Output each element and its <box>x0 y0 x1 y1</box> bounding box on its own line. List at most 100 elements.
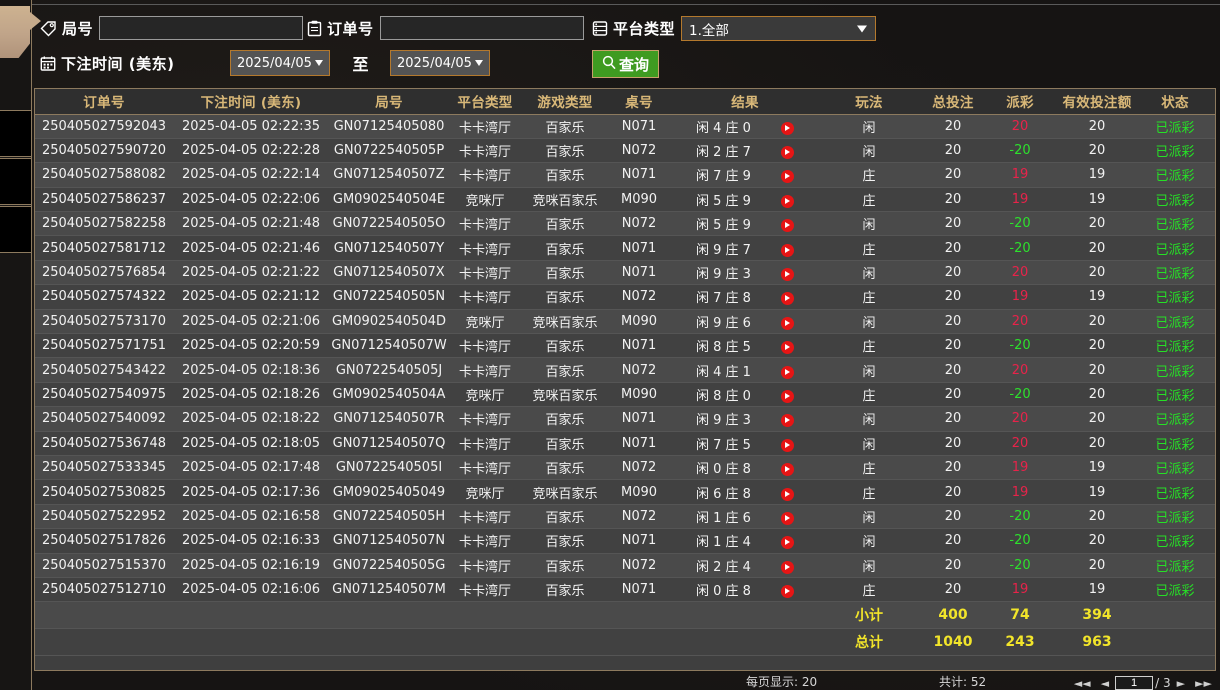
play-video-icon[interactable] <box>780 560 794 574</box>
table-row[interactable]: 250405027522952 2025-04-05 02:16:58 GN0722… <box>35 504 1215 530</box>
cell-mode: 多台 <box>1207 284 1215 310</box>
col-table-no[interactable]: 桌号 <box>609 89 669 115</box>
cell-valid-bet: 20 <box>1051 138 1143 164</box>
table-row[interactable]: 250405027540975 2025-04-05 02:18:26 GM0902… <box>35 382 1215 408</box>
table-row[interactable]: 250405027512710 2025-04-05 02:16:06 GN0712… <box>35 577 1215 603</box>
play-video-icon[interactable] <box>780 463 794 477</box>
play-video-icon[interactable] <box>780 585 794 599</box>
col-platform[interactable]: 平台类型 <box>449 89 521 115</box>
game-no-input[interactable] <box>99 16 304 40</box>
bet-time-to-picker[interactable]: 2025/04/05 <box>390 50 491 76</box>
table-row[interactable]: 250405027588082 2025-04-05 02:22:14 GN0712… <box>35 162 1215 188</box>
rail-tab-marker[interactable] <box>0 6 30 58</box>
col-game-type[interactable]: 游戏类型 <box>521 89 609 115</box>
platform-type-select[interactable]: 1.全部 <box>681 16 877 41</box>
cell-platform: 卡卡湾厅 <box>449 406 521 432</box>
rail-expand-arrow-icon[interactable] <box>30 12 41 30</box>
col-order-no[interactable]: 订单号 <box>35 89 173 115</box>
play-video-icon[interactable] <box>780 365 794 379</box>
table-row[interactable]: 250405027573170 2025-04-05 02:21:06 GM0902… <box>35 309 1215 335</box>
summary-payout: 243 <box>989 628 1051 657</box>
prev-page-button[interactable]: ◄ <box>1100 676 1110 690</box>
table-row[interactable]: 250405027530825 2025-04-05 02:17:36 GM0902… <box>35 479 1215 505</box>
col-total-bet[interactable]: 总投注 <box>917 89 989 115</box>
play-video-icon[interactable] <box>780 341 794 355</box>
col-result[interactable]: 结果 <box>669 89 821 115</box>
cell-bet-time: 2025-04-05 02:21:48 <box>173 211 329 237</box>
play-video-icon[interactable] <box>780 487 794 501</box>
play-video-icon[interactable] <box>780 268 794 282</box>
table-row[interactable]: 250405027592043 2025-04-05 02:22:35 GN0712… <box>35 114 1215 139</box>
table-row[interactable]: 250405027540092 2025-04-05 02:18:22 GN0712… <box>35 406 1215 432</box>
order-no-input[interactable] <box>379 16 584 40</box>
play-video-icon[interactable] <box>780 316 794 330</box>
cell-game-no: GM0902540504D <box>329 309 449 335</box>
table-row[interactable]: 250405027543422 2025-04-05 02:18:36 GN0722… <box>35 357 1215 383</box>
play-video-icon[interactable] <box>780 146 794 160</box>
bet-time-to-value: 2025/04/05 <box>396 55 472 71</box>
table-row[interactable]: 250405027574322 2025-04-05 02:21:12 GN0722… <box>35 284 1215 310</box>
cell-platform: 卡卡湾厅 <box>449 431 521 456</box>
table-row[interactable]: 250405027576854 2025-04-05 02:21:22 GN0712… <box>35 260 1215 286</box>
cell-order-no: 250405027586237 <box>35 187 173 213</box>
col-play[interactable]: 玩法 <box>821 89 917 115</box>
cell-order-no: 250405027592043 <box>35 114 173 139</box>
table-row[interactable]: 250405027533345 2025-04-05 02:17:48 GN0722… <box>35 455 1215 481</box>
cell-game-type: 百家乐 <box>521 333 609 359</box>
cell-mode: 多台 <box>1207 162 1215 188</box>
cell-game-type: 百家乐 <box>521 162 609 188</box>
cell-valid-bet: 20 <box>1051 260 1143 286</box>
col-valid-bet[interactable]: 有效投注额 <box>1051 89 1143 115</box>
next-page-button[interactable]: ► <box>1176 676 1186 690</box>
cell-total-bet: 20 <box>917 114 989 139</box>
table-row[interactable]: 250405027536748 2025-04-05 02:18:05 GN0712… <box>35 431 1215 456</box>
play-video-icon[interactable] <box>780 511 794 525</box>
table-row[interactable]: 250405027515370 2025-04-05 02:16:19 GN0722… <box>35 553 1215 578</box>
play-video-icon[interactable] <box>780 438 794 452</box>
col-mode[interactable]: 游戏模式 <box>1207 89 1215 115</box>
play-video-icon[interactable] <box>780 219 794 233</box>
page-number-input[interactable] <box>1115 676 1154 690</box>
cell-result: 闲 2 庄 7 <box>669 138 821 164</box>
table-row[interactable]: 250405027517826 2025-04-05 02:16:33 GN0712… <box>35 528 1215 554</box>
play-video-icon[interactable] <box>780 170 794 184</box>
summary-spacer <box>35 601 173 630</box>
table-row[interactable]: 250405027581712 2025-04-05 02:21:46 GN0712… <box>35 235 1215 261</box>
cell-table-no: N072 <box>609 284 669 310</box>
cell-result: 闲 8 庄 5 <box>669 333 821 359</box>
cell-platform: 卡卡湾厅 <box>449 504 521 530</box>
cell-status: 已派彩 <box>1143 577 1207 603</box>
cell-valid-bet: 20 <box>1051 357 1143 383</box>
play-video-icon[interactable] <box>780 414 794 428</box>
cell-game-no: GN0712540507N <box>329 528 449 554</box>
cell-table-no: M090 <box>609 382 669 408</box>
query-button[interactable]: 查询 <box>592 50 660 78</box>
col-bet-time[interactable]: 下注时间 (美东) <box>173 89 329 115</box>
play-video-icon[interactable] <box>780 121 794 135</box>
cell-payout: 20 <box>989 114 1051 139</box>
table-row[interactable]: 250405027571751 2025-04-05 02:20:59 GN0712… <box>35 333 1215 359</box>
cell-payout: 19 <box>989 479 1051 505</box>
play-video-icon[interactable] <box>780 194 794 208</box>
rail-box-2[interactable] <box>0 158 31 205</box>
cell-table-no: N071 <box>609 235 669 261</box>
table-row[interactable]: 250405027590720 2025-04-05 02:22:28 GN0722… <box>35 138 1215 164</box>
rail-box-3[interactable] <box>0 206 31 253</box>
table-row[interactable]: 250405027586237 2025-04-05 02:22:06 GM0902… <box>35 187 1215 213</box>
play-video-icon[interactable] <box>780 389 794 403</box>
col-status[interactable]: 状态 <box>1143 89 1207 115</box>
col-payout[interactable]: 派彩 <box>989 89 1051 115</box>
cell-total-bet: 20 <box>917 162 989 188</box>
table-row[interactable]: 250405027582258 2025-04-05 02:21:48 GN0722… <box>35 211 1215 237</box>
rail-box-1[interactable] <box>0 110 31 157</box>
bet-time-from-picker[interactable]: 2025/04/05 <box>230 50 331 76</box>
summary-spacer <box>173 601 329 630</box>
first-page-button[interactable]: ◄◄ <box>1073 676 1091 690</box>
cell-bet-time: 2025-04-05 02:20:59 <box>173 333 329 359</box>
last-page-button[interactable]: ►► <box>1195 676 1212 690</box>
col-game-no[interactable]: 局号 <box>329 89 449 115</box>
play-video-icon[interactable] <box>780 536 794 550</box>
play-video-icon[interactable] <box>780 243 794 257</box>
cell-payout: 20 <box>989 431 1051 456</box>
play-video-icon[interactable] <box>780 292 794 306</box>
